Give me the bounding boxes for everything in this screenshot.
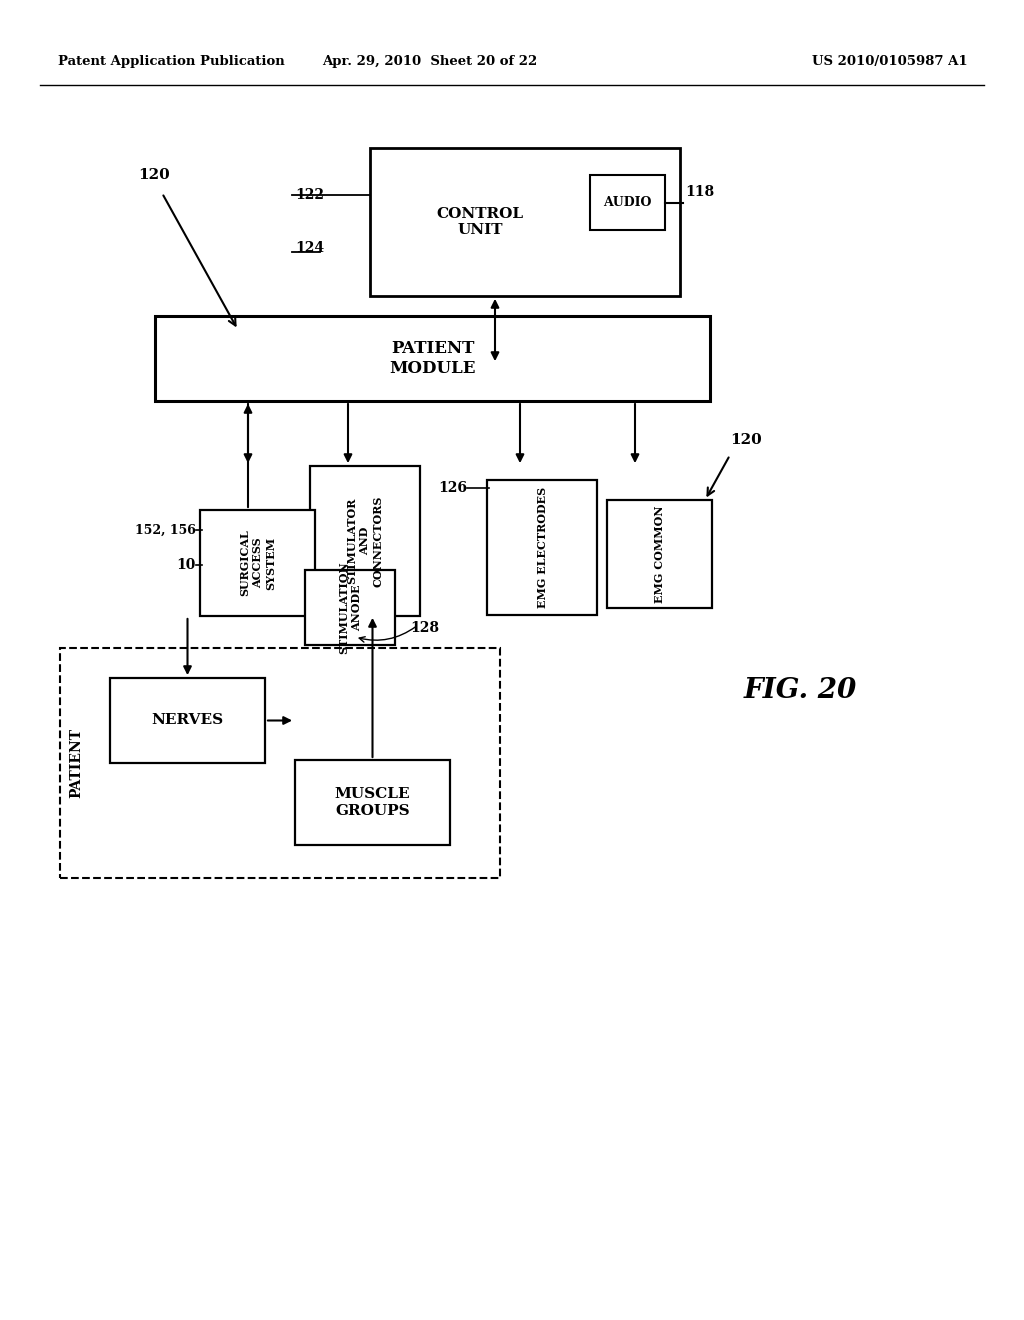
- Text: 152, 156: 152, 156: [135, 524, 196, 536]
- Text: 128: 128: [410, 620, 439, 635]
- Text: 10: 10: [176, 558, 196, 572]
- Text: SURGICAL
ACCESS
SYSTEM: SURGICAL ACCESS SYSTEM: [240, 529, 275, 597]
- Text: Apr. 29, 2010  Sheet 20 of 22: Apr. 29, 2010 Sheet 20 of 22: [323, 55, 538, 69]
- Bar: [295, 760, 450, 845]
- Text: 122: 122: [295, 187, 324, 202]
- Text: 126: 126: [438, 480, 467, 495]
- Text: PATIENT: PATIENT: [69, 729, 83, 799]
- Text: 120: 120: [138, 168, 170, 182]
- Bar: [487, 480, 597, 615]
- Bar: [200, 510, 315, 616]
- Text: CONTROL
UNIT: CONTROL UNIT: [436, 207, 523, 238]
- Text: US 2010/0105987 A1: US 2010/0105987 A1: [812, 55, 968, 69]
- Bar: [155, 315, 710, 401]
- Text: PATIENT
MODULE: PATIENT MODULE: [389, 341, 476, 376]
- Bar: [305, 570, 395, 645]
- Text: EMG ELECTRODES: EMG ELECTRODES: [537, 487, 548, 609]
- Text: EMG COMMON: EMG COMMON: [654, 506, 665, 603]
- Text: FIG. 20: FIG. 20: [743, 676, 857, 704]
- Bar: [110, 678, 265, 763]
- Bar: [590, 176, 665, 230]
- Bar: [60, 648, 500, 878]
- Bar: [607, 500, 712, 609]
- Text: STIMULATION
ANODE: STIMULATION ANODE: [338, 561, 361, 653]
- Text: AUDIO: AUDIO: [603, 195, 651, 209]
- Text: STIMULATOR
AND
CONNECTORS: STIMULATOR AND CONNECTORS: [347, 495, 383, 586]
- Text: 124: 124: [295, 242, 325, 255]
- Text: 118: 118: [685, 186, 714, 199]
- Text: MUSCLE
GROUPS: MUSCLE GROUPS: [335, 788, 411, 817]
- Text: 120: 120: [730, 433, 762, 447]
- Text: NERVES: NERVES: [152, 714, 223, 727]
- Text: Patent Application Publication: Patent Application Publication: [58, 55, 285, 69]
- Bar: [370, 148, 680, 296]
- Bar: [310, 466, 420, 616]
